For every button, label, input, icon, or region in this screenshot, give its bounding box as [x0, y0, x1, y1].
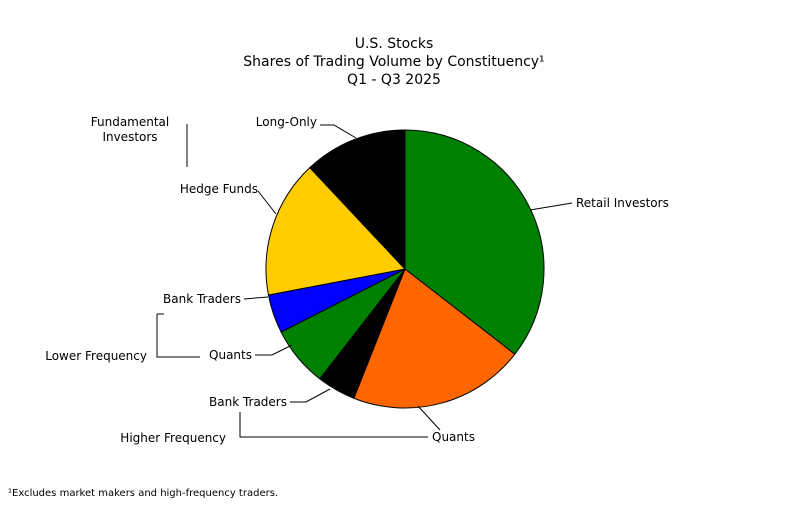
leader-long-only	[320, 124, 357, 139]
slice-label-retail-investors: Retail Investors	[576, 196, 669, 210]
chart-title: U.S. Stocks	[354, 36, 434, 52]
slice-label-long-only: Long-Only	[256, 115, 317, 129]
slice-label-hedge-funds: Hedge Funds	[180, 182, 258, 196]
leader-bank-traders-lf	[243, 296, 269, 300]
leader-quants-hf	[417, 405, 441, 431]
leader-quants-lf	[255, 344, 293, 356]
slice-label-bank-traders-hf: Bank Traders	[209, 395, 287, 409]
group-label-fundamental-line1: Fundamental	[91, 115, 170, 129]
leader-retail-investors	[529, 202, 573, 211]
pie-slice-long-only	[309, 129, 406, 271]
group-label-higher-frequency: Higher Frequency	[120, 431, 226, 445]
chart-period: Q1 - Q3 2025	[347, 72, 441, 88]
leader-bank-traders-hf	[290, 388, 331, 403]
leader-hedge-funds	[257, 190, 277, 215]
group-label-fundamental-line2: Investors	[102, 130, 157, 144]
pie-slice-quants-hf	[353, 268, 516, 409]
pie-slice-hedge-funds	[265, 166, 406, 296]
slice-label-quants-lf: Quants	[209, 348, 252, 362]
chart-subtitle: Shares of Trading Volume by Constituency…	[243, 54, 545, 70]
pie-slice-retail-investors	[404, 129, 545, 355]
group-label-lower-frequency: Lower Frequency	[45, 349, 147, 363]
slice-label-bank-traders-lf: Bank Traders	[163, 292, 241, 306]
bracket-higher-frequency	[239, 412, 428, 438]
footnote: ¹Excludes market makers and high-frequen…	[8, 488, 279, 499]
bracket-lower-frequency	[156, 314, 200, 358]
slice-label-quants-hf: Quants	[432, 430, 475, 444]
